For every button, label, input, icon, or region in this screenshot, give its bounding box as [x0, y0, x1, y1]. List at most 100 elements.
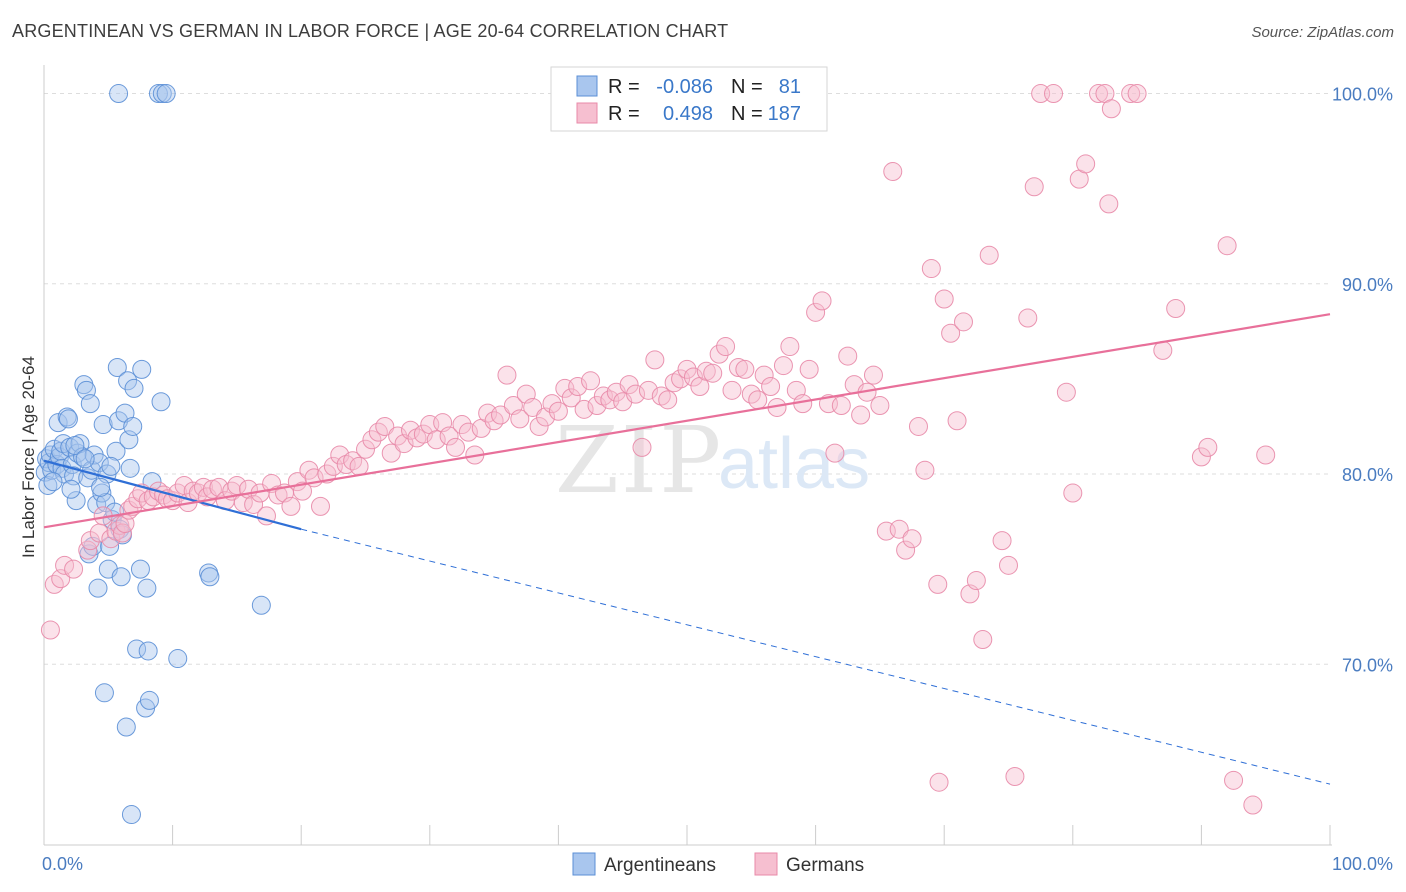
german-point [992, 531, 1012, 551]
legend-swatch-germans [576, 102, 598, 124]
german-point [268, 485, 288, 505]
x-ticks [43, 825, 1331, 845]
german-point [375, 416, 395, 436]
german-point [896, 540, 916, 560]
german-point [356, 439, 375, 459]
argentinean-point [120, 458, 140, 478]
argentinean-point [156, 84, 176, 104]
german-point [703, 363, 723, 383]
argentinean-point [251, 595, 271, 615]
argentinean-point [118, 371, 138, 391]
german-point [1198, 437, 1218, 457]
argentinean-point [106, 441, 126, 461]
german-point [973, 630, 993, 650]
german-point [908, 416, 928, 436]
argentinean-point [127, 639, 147, 659]
argentinean-point [38, 475, 58, 495]
german-point [1256, 445, 1276, 465]
german-point [349, 456, 369, 476]
german-point [1224, 770, 1244, 790]
argentinean-point [151, 392, 171, 412]
y-tick-label: 100.0% [1332, 85, 1393, 105]
argentinean-point [48, 413, 68, 433]
german-point [548, 401, 568, 421]
german-point [1024, 177, 1044, 197]
germans-trend-line [43, 313, 1331, 529]
argentinean-point [66, 491, 86, 511]
series-legend: Argentineans Germans [572, 852, 864, 876]
y-axis-title: In Labor Force | Age 20-64 [19, 356, 38, 558]
argentinean-point [93, 415, 113, 435]
german-point [426, 430, 446, 450]
german-point [728, 357, 748, 377]
german-point [851, 405, 871, 425]
argentinean-point [73, 447, 93, 467]
german-point [1018, 308, 1038, 328]
german-point [709, 344, 729, 364]
argentinean-point [88, 578, 108, 598]
german-point [292, 481, 312, 501]
german-point [831, 396, 851, 416]
argentinean-point [130, 559, 150, 579]
argentinean-point [109, 84, 129, 104]
bottom-legend-label-germans: Germans [786, 855, 864, 876]
argentinean-point [138, 641, 158, 661]
german-point [310, 496, 330, 516]
german-point [568, 377, 588, 397]
german-point [1166, 299, 1186, 319]
german-point [889, 519, 909, 539]
german-point [1076, 154, 1096, 174]
german-point [632, 437, 652, 457]
german-point [863, 365, 883, 385]
german-point [838, 346, 858, 366]
german-point [1127, 84, 1147, 104]
german-point [542, 394, 562, 414]
german-point [401, 420, 421, 440]
argentinean-point [132, 359, 152, 379]
argentinean-point [92, 483, 112, 503]
german-point [574, 399, 594, 419]
german-point [1191, 447, 1211, 467]
argentinean-point [91, 477, 111, 497]
german-point [722, 380, 742, 400]
german-point [638, 380, 658, 400]
german-point [761, 377, 781, 397]
german-point [979, 245, 999, 265]
german-point [1005, 767, 1025, 787]
bottom-legend-swatch-argentineans [572, 852, 596, 876]
german-point [523, 397, 543, 417]
german-point [446, 437, 466, 457]
german-point [202, 479, 222, 499]
legend-n-label-1: N = [731, 76, 763, 98]
german-point [561, 388, 581, 408]
legend-n-value-2: 187 [768, 103, 801, 125]
argentinean-point [94, 683, 114, 703]
german-point [40, 620, 60, 640]
german-point [1099, 194, 1119, 214]
german-point [966, 571, 986, 591]
bottom-legend-label-argentineans: Argentineans [604, 855, 716, 876]
german-point [497, 365, 517, 385]
trend-lines [43, 313, 1331, 785]
german-point [458, 422, 478, 442]
germans-points [40, 84, 1276, 815]
german-point [799, 359, 819, 379]
german-point [330, 445, 350, 465]
german-point [941, 323, 961, 343]
argentineans-trend-extension [301, 528, 1331, 785]
german-point [510, 409, 530, 429]
argentinean-point [116, 717, 136, 737]
legend-swatch-argentineans [576, 75, 598, 97]
german-point [317, 464, 337, 484]
argentinean-point [107, 357, 127, 377]
german-point [587, 396, 607, 416]
german-point [953, 312, 973, 332]
argentinean-point [65, 435, 85, 455]
german-point [999, 555, 1018, 575]
argentinean-point [58, 409, 78, 429]
argentinean-point [168, 649, 188, 669]
correlation-legend: R = -0.086 N = 81 R = 0.498 N = 187 [550, 66, 828, 132]
legend-r-value-1: -0.086 [656, 76, 713, 98]
german-point [1243, 795, 1263, 815]
